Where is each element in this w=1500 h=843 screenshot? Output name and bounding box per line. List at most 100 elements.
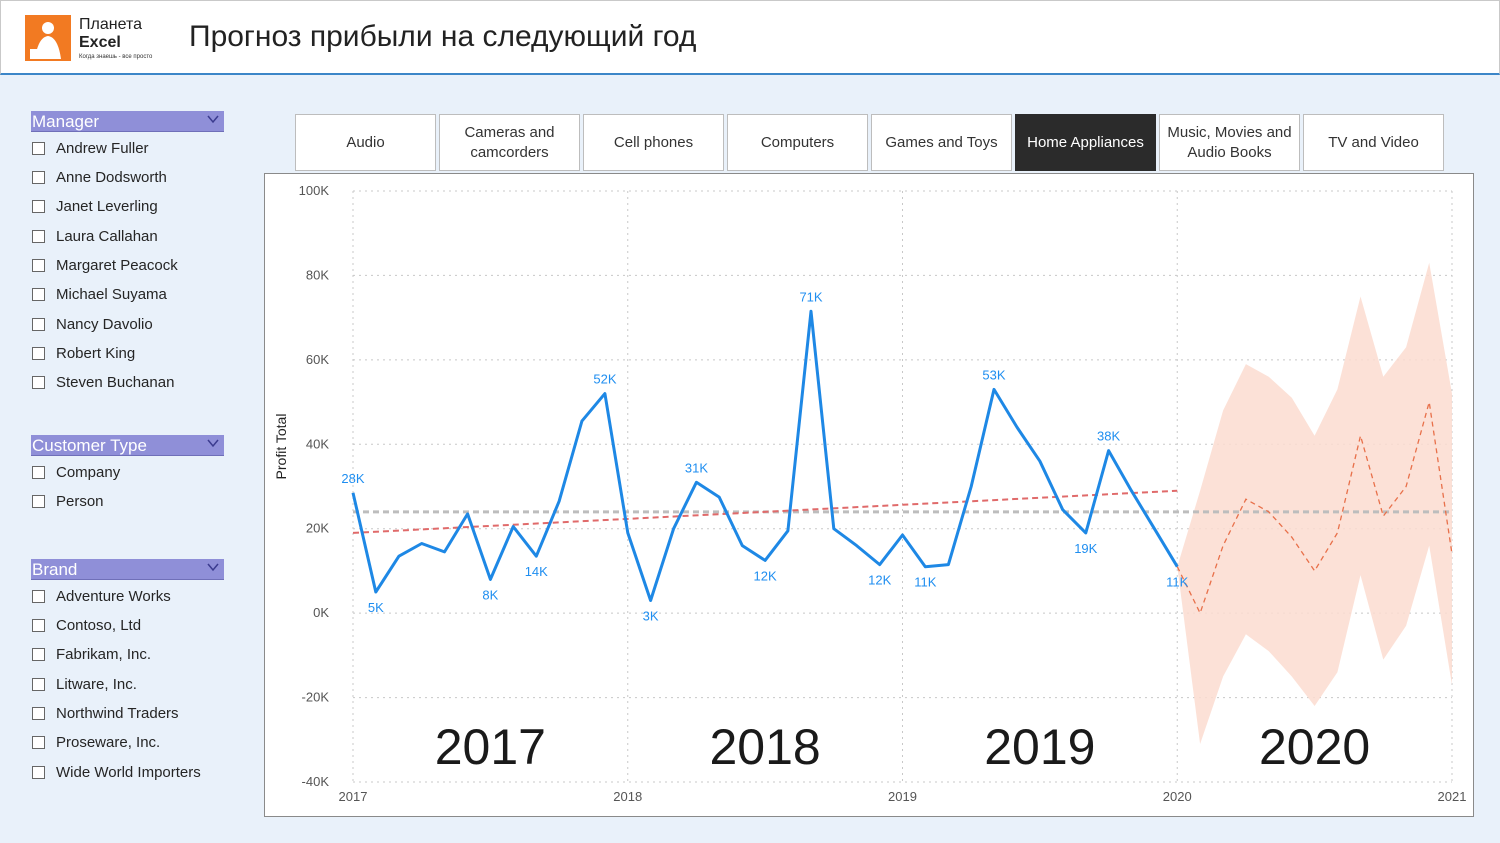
checkbox[interactable]: [32, 318, 45, 331]
x-tick-label: 2020: [1163, 789, 1192, 804]
checkbox[interactable]: [32, 347, 45, 360]
tab-label: Home Appliances: [1027, 133, 1144, 151]
chevron-down-icon[interactable]: [207, 113, 219, 125]
tab-computers[interactable]: Computers: [727, 114, 868, 171]
slicer-item-label: Proseware, Inc.: [56, 734, 161, 751]
checkbox[interactable]: [32, 230, 45, 243]
manager-slicer-header[interactable]: Manager: [31, 111, 224, 132]
y-tick-label: 20K: [306, 521, 329, 536]
x-tick-label: 2019: [888, 789, 917, 804]
slicer-item-label: Person: [56, 493, 104, 510]
y-axis-title: Profit Total: [273, 414, 289, 480]
slicer-item-label: Contoso, Ltd: [56, 617, 142, 634]
slicer-item-label: Litware, Inc.: [56, 676, 137, 693]
checkbox[interactable]: [32, 766, 45, 779]
y-tick-label: 0K: [313, 605, 329, 620]
checkbox[interactable]: [32, 288, 45, 301]
slicer-item-label: Andrew Fuller: [56, 140, 149, 157]
checkbox[interactable]: [32, 200, 45, 213]
data-label: 71K: [799, 289, 822, 304]
tab-cameras[interactable]: Cameras and camcorders: [439, 114, 580, 171]
tab-label: Computers: [760, 133, 835, 151]
tab-audio[interactable]: Audio: [295, 114, 436, 171]
brand-slicer-title: Brand: [32, 560, 78, 579]
checkbox[interactable]: [32, 376, 45, 389]
brand-slicer: Brand Adventure Works Contoso, Ltd Fabri…: [31, 559, 224, 781]
slicer-item-label: Northwind Traders: [56, 705, 179, 722]
tab-label: Cell phones: [613, 133, 694, 151]
data-label: 11K: [1166, 575, 1188, 590]
data-label: 12K: [754, 568, 777, 583]
manager-slicer-title: Manager: [32, 112, 100, 131]
y-tick-label: -40K: [302, 774, 330, 789]
tab-label: Music, Movies and Audio Books: [1167, 123, 1292, 161]
tab-label: Cameras and camcorders: [464, 123, 555, 161]
slicer-item-label: Margaret Peacock: [56, 257, 178, 274]
data-label: 5K: [368, 600, 384, 615]
slicer-item-label: Wide World Importers: [56, 764, 201, 781]
forecast-chart: 100K 80K 60K 40K 20K 0K -20K -40K 2017 2018 2019 20…: [264, 173, 1474, 817]
checkbox[interactable]: [32, 466, 45, 479]
logo-tagline: Когда знаешь - все просто: [79, 54, 153, 60]
y-tick-label: 80K: [306, 267, 329, 282]
tab-tv-and-video[interactable]: TV and Video: [1303, 114, 1444, 171]
tab-label: Games and Toys: [885, 133, 998, 151]
slicer-item-label: Michael Suyama: [56, 286, 167, 303]
page-title: Прогноз прибыли на следующий год: [189, 20, 697, 53]
tab-home-appliances[interactable]: Home Appliances: [1015, 114, 1156, 171]
data-label: 53K: [982, 367, 1005, 382]
data-label: 11K: [914, 575, 936, 590]
chart-canvas: 100K 80K 60K 40K 20K 0K -20K -40K 2017 2018 2019 20…: [273, 183, 1467, 804]
y-tick-label: 60K: [306, 352, 329, 367]
brand-slicer-header[interactable]: Brand: [31, 559, 224, 580]
slicer-item-label: Steven Buchanan: [56, 374, 175, 391]
checkbox[interactable]: [32, 142, 45, 155]
forecast-confidence-band: [1177, 262, 1452, 744]
chevron-down-icon[interactable]: [207, 561, 219, 573]
customer-type-slicer: Customer Type Company Person: [31, 435, 224, 510]
slicer-item-label: Laura Callahan: [56, 228, 158, 245]
checkbox[interactable]: [32, 171, 45, 184]
checkbox[interactable]: [32, 590, 45, 603]
year-label: 2020: [1259, 719, 1370, 775]
y-tick-label: -20K: [302, 690, 330, 705]
logo-name-line2: Excel: [79, 34, 121, 51]
checkbox[interactable]: [32, 648, 45, 661]
data-label: 19K: [1074, 541, 1097, 556]
tab-music-movies[interactable]: Music, Movies and Audio Books: [1159, 114, 1300, 171]
logo-name-line1: Планета: [79, 16, 142, 33]
data-label: 3K: [643, 608, 659, 623]
checkbox[interactable]: [32, 619, 45, 632]
slicer-item-label: Anne Dodsworth: [56, 169, 167, 186]
tab-games-and-toys[interactable]: Games and Toys: [871, 114, 1012, 171]
slicer-item-label: Robert King: [56, 345, 136, 362]
forecast-line: [1176, 401, 1453, 615]
slicer-item-label: Fabrikam, Inc.: [56, 646, 152, 663]
checkbox[interactable]: [32, 259, 45, 272]
x-tick-label: 2021: [1438, 789, 1467, 804]
checkbox[interactable]: [32, 678, 45, 691]
data-label: 52K: [593, 372, 616, 387]
x-tick-label: 2018: [613, 789, 642, 804]
chevron-down-icon[interactable]: [207, 437, 219, 449]
tab-label: TV and Video: [1328, 133, 1419, 151]
x-tick-label: 2017: [339, 789, 368, 804]
data-label: 28K: [341, 471, 364, 486]
y-tick-label: 40K: [306, 436, 329, 451]
trend-line: [352, 489, 1178, 534]
data-label: 38K: [1097, 429, 1120, 444]
tab-cell-phones[interactable]: Cell phones: [583, 114, 724, 171]
logo-icon: [25, 15, 71, 61]
slicer-item-label: Adventure Works: [56, 588, 171, 605]
checkbox[interactable]: [32, 707, 45, 720]
header-bar: Планета Excel Когда знаешь - все просто …: [0, 0, 1500, 75]
slicer-item-label: Company: [56, 464, 121, 481]
year-label: 2017: [435, 719, 546, 775]
year-label: 2019: [984, 719, 1095, 775]
manager-slicer: Manager Andrew Fuller Anne Dodsworth Jan…: [31, 111, 224, 391]
customer-type-slicer-header[interactable]: Customer Type: [31, 435, 224, 456]
checkbox[interactable]: [32, 736, 45, 749]
slicer-item-label: Nancy Davolio: [56, 316, 153, 333]
actual-profit-line: [351, 309, 1179, 602]
checkbox[interactable]: [32, 495, 45, 508]
